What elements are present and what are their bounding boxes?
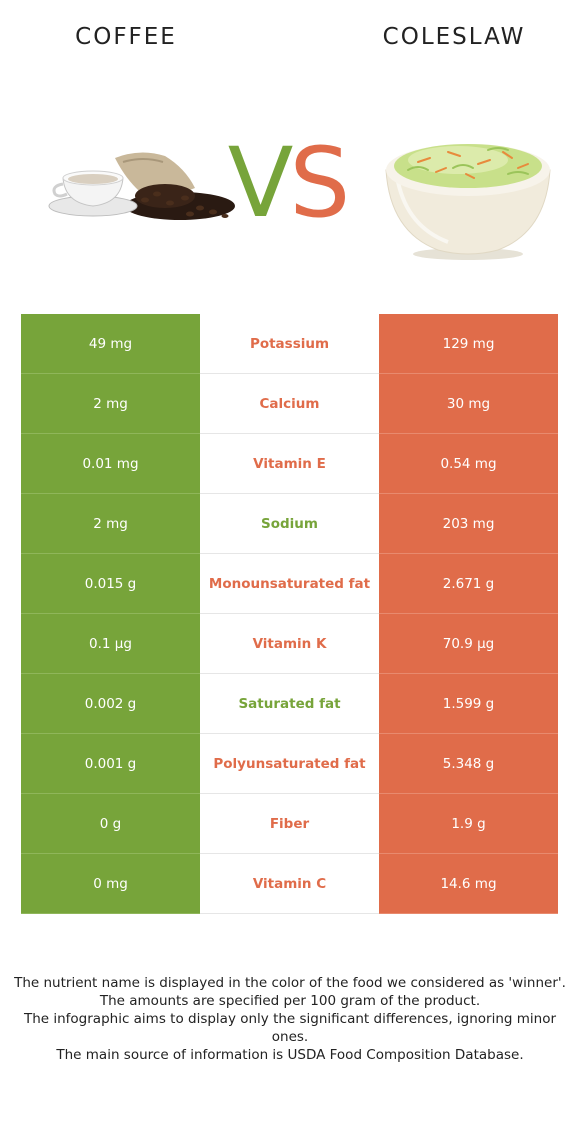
left-value: 0 g: [21, 794, 200, 854]
left-value: 0.001 g: [21, 734, 200, 794]
nutrient-name: Vitamin C: [200, 854, 379, 913]
nutrient-name: Vitamin E: [200, 434, 379, 493]
left-value: 2 mg: [21, 494, 200, 554]
right-value: 1.599 g: [379, 674, 558, 734]
footer-line-source: The main source of information is USDA F…: [56, 1047, 524, 1063]
nutrient-name: Calcium: [200, 374, 379, 433]
footer-line-amounts: The amounts are specified per 100 gram o…: [99, 993, 481, 1009]
left-food-title: COFFEE: [75, 24, 177, 50]
table-row: 0.001 g Polyunsaturated fat 5.348 g: [21, 734, 558, 794]
table-row: 0.015 g Monounsaturated fat 2.671 g: [21, 554, 558, 614]
nutrient-name: Saturated fat: [200, 674, 379, 733]
nutrient-name: Polyunsaturated fat: [200, 734, 379, 793]
table-row: 49 mg Potassium 129 mg: [21, 314, 558, 374]
table-row: 2 mg Calcium 30 mg: [21, 374, 558, 434]
coleslaw-bowl-image: [385, 144, 551, 260]
table-row: 2 mg Sodium 203 mg: [21, 494, 558, 554]
vs-v-letter: V: [227, 127, 294, 239]
right-value: 203 mg: [379, 494, 558, 554]
vs-label: VS: [222, 135, 352, 231]
left-value: 49 mg: [21, 314, 200, 374]
table-row: 0.01 mg Vitamin E 0.54 mg: [21, 434, 558, 494]
right-value: 2.671 g: [379, 554, 558, 614]
left-value: 0.1 µg: [21, 614, 200, 674]
table-row: 0.1 µg Vitamin K 70.9 µg: [21, 614, 558, 674]
left-value: 0.015 g: [21, 554, 200, 614]
nutrient-name: Potassium: [200, 314, 379, 373]
vs-s-letter: S: [289, 127, 350, 239]
nutrient-name: Monounsaturated fat: [200, 554, 379, 613]
table-row: 0 mg Vitamin C 14.6 mg: [21, 854, 558, 914]
footer-line-differences: The infographic aims to display only the…: [23, 1011, 557, 1045]
table-row: 0.002 g Saturated fat 1.599 g: [21, 674, 558, 734]
right-food-title: COLESLAW: [382, 24, 526, 50]
left-value: 0.01 mg: [21, 434, 200, 494]
nutrient-comparison-table: 49 mg Potassium 129 mg 2 mg Calcium 30 mg 0.01…: [21, 314, 558, 914]
nutrient-name: Sodium: [200, 494, 379, 553]
left-value: 0.002 g: [21, 674, 200, 734]
footer-line-winner: The nutrient name is displayed in the co…: [14, 975, 566, 991]
nutrient-name: Vitamin K: [200, 614, 379, 673]
right-value: 14.6 mg: [379, 854, 558, 914]
footer-notes: The nutrient name is displayed in the co…: [10, 974, 570, 1064]
right-value: 5.348 g: [379, 734, 558, 794]
right-value: 0.54 mg: [379, 434, 558, 494]
left-value: 2 mg: [21, 374, 200, 434]
right-value: 30 mg: [379, 374, 558, 434]
right-value: 70.9 µg: [379, 614, 558, 674]
right-value: 1.9 g: [379, 794, 558, 854]
coffee-cup-and-beans-image: [48, 152, 235, 220]
left-value: 0 mg: [21, 854, 200, 914]
table-row: 0 g Fiber 1.9 g: [21, 794, 558, 854]
right-value: 129 mg: [379, 314, 558, 374]
nutrient-name: Fiber: [200, 794, 379, 853]
